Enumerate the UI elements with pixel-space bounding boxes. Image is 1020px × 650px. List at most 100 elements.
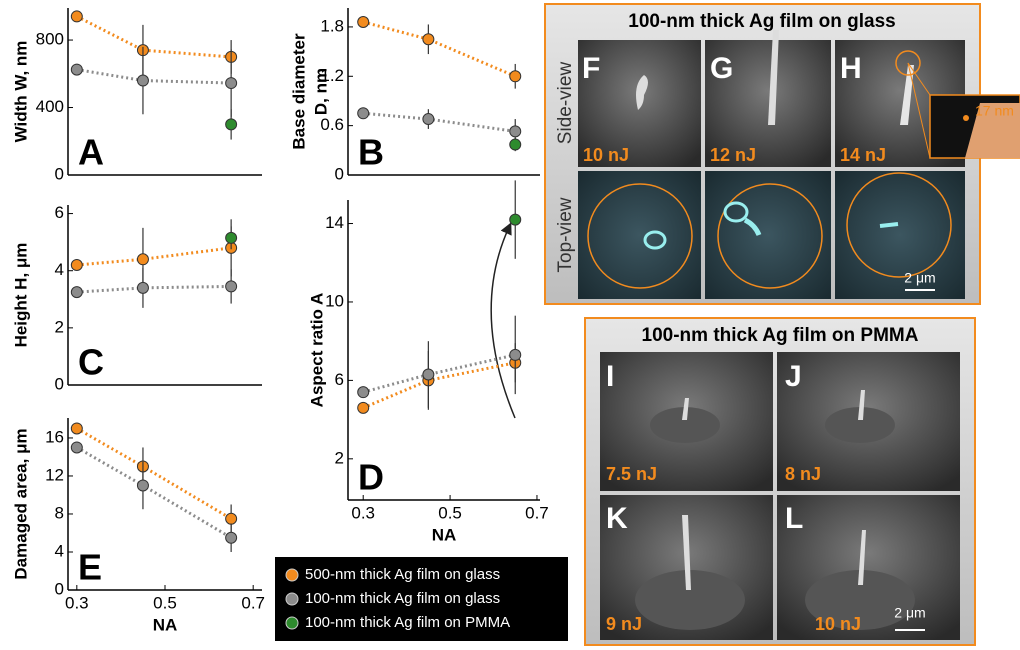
energy: 9 nJ	[606, 614, 642, 634]
y-tick-label: 14	[325, 213, 344, 232]
x-axis-label: NA	[432, 525, 457, 544]
trend-line	[362, 353, 516, 394]
pmma-title: 100-nm thick Ag film on PMMA	[642, 325, 919, 346]
y-tick-label: 1.8	[320, 16, 344, 35]
y-tick-label: 0	[55, 579, 64, 598]
y-axis-label: Width W, nm	[11, 41, 30, 143]
y-tick-label: 2	[335, 448, 344, 467]
x-axis-label: NA	[153, 615, 178, 634]
point	[225, 231, 238, 244]
point	[70, 441, 83, 454]
energy: 14 nJ	[840, 145, 886, 165]
point	[225, 77, 238, 90]
trend-line	[76, 246, 232, 267]
point	[136, 253, 149, 266]
y-tick-label: 0	[55, 164, 64, 183]
panel-letter: H	[840, 52, 862, 85]
y-tick-label: 6	[55, 203, 64, 222]
panel-letter: K	[606, 502, 628, 535]
panel-letter: A	[78, 132, 104, 173]
point	[225, 280, 238, 293]
trend-line	[362, 361, 516, 410]
point	[509, 125, 522, 138]
y-tick-label: 4	[55, 260, 64, 279]
legend-box	[275, 557, 568, 641]
glass-title: 100-nm thick Ag film on glass	[628, 11, 895, 32]
y-tick-label: 1.2	[320, 66, 344, 85]
point	[509, 213, 522, 226]
panel-letter: E	[78, 547, 102, 588]
x-tick-label: 0.3	[65, 593, 89, 612]
energy: 8 nJ	[785, 464, 821, 484]
point	[509, 138, 522, 151]
point	[509, 348, 522, 361]
legend-label: 500-nm thick Ag film on glass	[305, 566, 500, 583]
trend-line	[76, 284, 232, 294]
legend-label: 100-nm thick Ag film on PMMA	[305, 614, 510, 631]
y-tick-label: 0	[335, 164, 344, 183]
point	[70, 286, 83, 299]
trend-line	[76, 15, 232, 59]
point	[422, 113, 435, 126]
y-tick-label: 800	[36, 30, 64, 49]
y-tick-label: 6	[335, 370, 344, 389]
panel-letter: I	[606, 360, 614, 393]
y-tick-label: 0	[55, 374, 64, 393]
scale-label: 2 μm	[904, 270, 935, 286]
pmma-images	[600, 352, 960, 640]
scale-label: 2 μm	[894, 605, 925, 621]
x-tick-label: 0.5	[438, 503, 462, 522]
point	[422, 33, 435, 46]
energy: 12 nJ	[710, 145, 756, 165]
y-tick-label: 10	[325, 291, 344, 310]
point	[70, 259, 83, 271]
legend-marker	[285, 568, 299, 582]
y-tick-label: 8	[55, 503, 64, 522]
x-tick-label: 0.7	[525, 503, 549, 522]
panel-letter: L	[785, 502, 803, 535]
panel-letter: B	[358, 132, 384, 173]
point	[422, 368, 435, 381]
point	[70, 422, 83, 435]
point	[225, 512, 238, 525]
row-label: Top-view	[555, 197, 576, 272]
panel-letter: C	[78, 342, 104, 383]
trend-line	[362, 20, 516, 78]
legend-marker	[285, 592, 299, 606]
point	[136, 281, 149, 294]
trend-line	[76, 446, 232, 540]
glass-images	[578, 30, 1020, 299]
panel-letter: F	[582, 52, 600, 85]
y-tick-label: 16	[45, 427, 64, 446]
point	[509, 70, 522, 83]
y-tick-label: 4	[55, 541, 64, 560]
legend-marker	[285, 616, 299, 630]
trend-line	[76, 68, 232, 85]
row-label: Side-view	[555, 62, 576, 145]
x-tick-label: 0.7	[241, 593, 265, 612]
point	[357, 386, 370, 399]
point	[225, 531, 238, 544]
point	[136, 74, 149, 87]
y-axis-label: Base diameter	[289, 33, 308, 150]
y-axis-label: Aspect ratio A	[307, 293, 326, 408]
legend-label: 100-nm thick Ag film on glass	[305, 590, 500, 607]
pmma-labels: I J K L 7.5 nJ 8 nJ 9 nJ 10 nJ 2 μm	[606, 360, 926, 634]
y-tick-label: 0.6	[320, 115, 344, 134]
y-tick-label: 2	[55, 317, 64, 336]
x-tick-label: 0.3	[351, 503, 375, 522]
point	[357, 15, 370, 28]
point	[357, 107, 370, 120]
point	[357, 401, 370, 414]
point	[136, 479, 149, 492]
glass-labels: F G H 10 nJ 12 nJ 14 nJ 17 nm 2 μm	[582, 52, 1014, 286]
y-axis-label: Damaged area, μm	[11, 428, 30, 579]
x-tick-label: 0.5	[153, 593, 177, 612]
point	[70, 63, 83, 76]
y-axis-label: Height H, μm	[11, 243, 30, 348]
arrow	[490, 222, 516, 419]
panel-letter: J	[785, 360, 802, 393]
inset-label: 17 nm	[975, 103, 1014, 119]
panel-letter: G	[710, 52, 733, 85]
